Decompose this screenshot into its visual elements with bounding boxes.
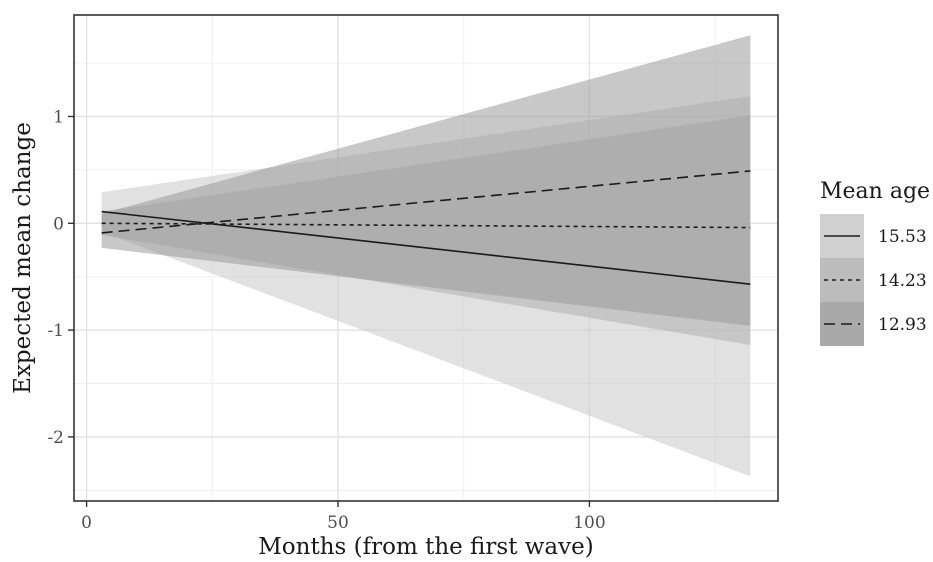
panel-border xyxy=(73,14,779,502)
legend-title: Mean age xyxy=(820,179,930,204)
y-tick-label: -1 xyxy=(47,321,64,341)
legend-label: 12.93 xyxy=(878,315,927,335)
x-tick-label: 100 xyxy=(573,513,605,533)
series-lines xyxy=(101,170,751,285)
y-tick-label: 1 xyxy=(53,107,64,127)
confidence-ribbon xyxy=(101,35,751,326)
y-axis-title: Expected mean change xyxy=(10,122,36,394)
legend-label: 14.23 xyxy=(878,271,927,291)
x-axis-title: Months (from the first wave) xyxy=(258,534,593,560)
ribbons xyxy=(101,35,751,477)
legend-label: 15.53 xyxy=(878,227,927,247)
series-line xyxy=(101,210,751,285)
panel-frame xyxy=(73,14,779,502)
y-tick-label: 0 xyxy=(53,214,64,234)
legend: Mean age 15.53 14.23 12.93 xyxy=(820,179,930,346)
series-line xyxy=(101,170,751,234)
x-tick-label: 0 xyxy=(81,513,92,533)
axes: 0 50 100 -2 -1 0 1 xyxy=(47,107,605,533)
y-tick-label: -2 xyxy=(47,428,64,448)
x-tick-label: 50 xyxy=(327,513,349,533)
